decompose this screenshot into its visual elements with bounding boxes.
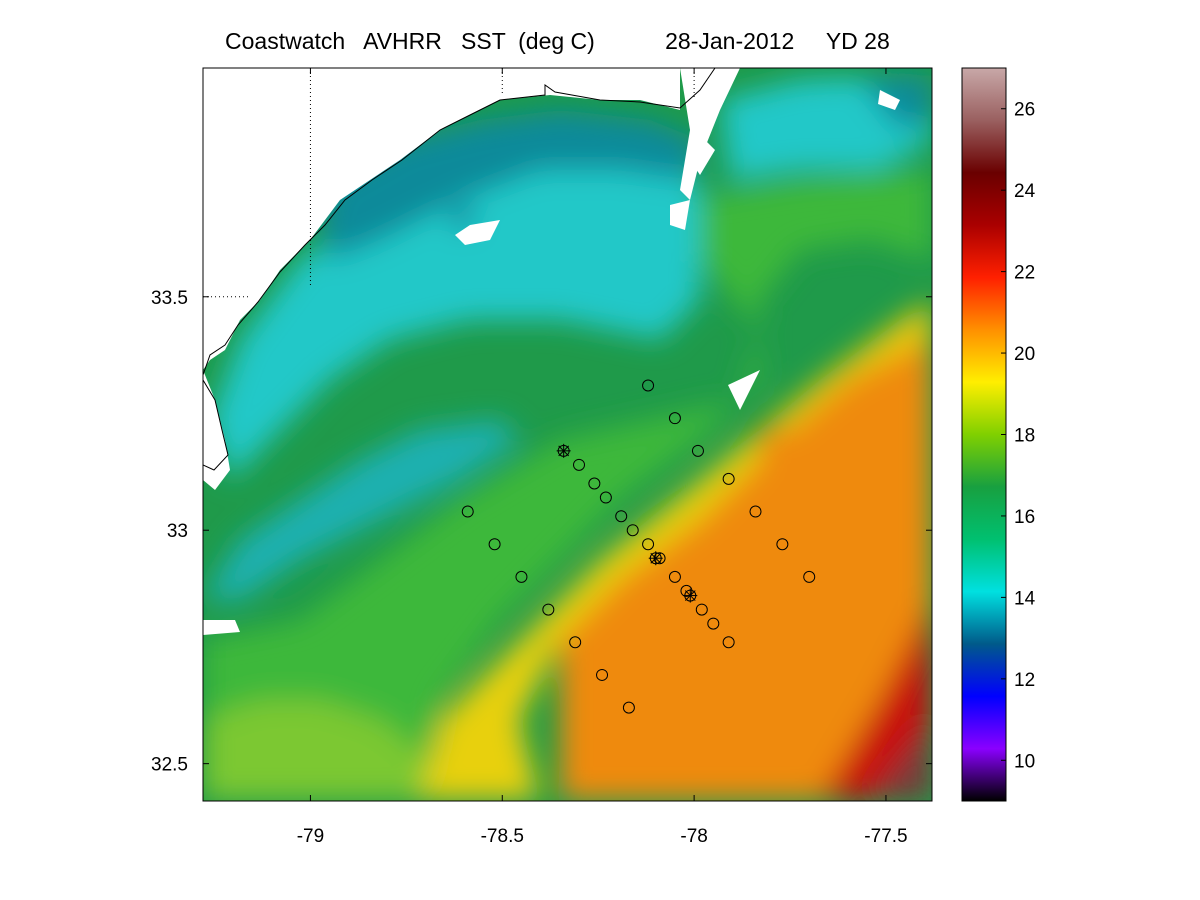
colorbar-tick-label: 16	[1014, 507, 1035, 528]
colorbar: 10 12 14 16 18 20 22 24 26	[961, 67, 1036, 802]
colorbar-tick-label: 14	[1014, 588, 1036, 609]
station-circle	[461, 505, 474, 518]
station-markers	[461, 379, 816, 714]
station-circle	[599, 491, 612, 504]
station-circle	[542, 603, 555, 616]
station-circle	[488, 538, 501, 551]
colorbar-tick-label: 26	[1014, 100, 1035, 121]
colorbar-tick-label: 10	[1014, 751, 1035, 772]
x-tick-label: -79	[297, 826, 324, 847]
colorbar-tick-label: 18	[1014, 426, 1035, 447]
title-date: 28-Jan-2012	[665, 28, 795, 54]
y-tick-label: 33.5	[151, 288, 188, 309]
station-circle	[615, 510, 628, 523]
y-tick-label: 32.5	[151, 755, 188, 776]
station-circle	[642, 379, 655, 392]
title-product: Coastwatch AVHRR SST (deg C)	[225, 28, 595, 54]
station-circle	[668, 570, 681, 583]
coastline	[203, 68, 716, 376]
station-circle	[707, 617, 720, 630]
station-circle	[749, 505, 762, 518]
x-tick-label: -78	[680, 826, 707, 847]
colorbar-tick-label: 24	[1014, 181, 1036, 202]
x-tick-label: -78.5	[481, 826, 524, 847]
station-asterisk	[556, 443, 571, 458]
title-yearday: YD 28	[825, 28, 890, 54]
station-circle	[695, 603, 708, 616]
y-tick-label: 33	[167, 521, 188, 542]
station-circle	[626, 524, 639, 537]
chart-title: Coastwatch AVHRR SST (deg C) 28-Jan-2012…	[225, 28, 890, 55]
y-axis: 33.5 33 32.5	[151, 288, 932, 776]
station-circle	[776, 538, 789, 551]
station-asterisk	[683, 588, 698, 603]
station-circle	[803, 570, 816, 583]
x-tick-label: -77.5	[864, 826, 907, 847]
colorbar-ticks: 10 12 14 16 18 20 22 24 26	[1001, 100, 1036, 772]
colorbar-tick-label: 20	[1014, 344, 1035, 365]
station-circle	[596, 668, 609, 681]
station-asterisk	[648, 551, 663, 566]
sst-field	[203, 75, 932, 800]
station-circle	[573, 458, 586, 471]
sst-map	[203, 68, 932, 801]
station-circle	[588, 477, 601, 490]
colorbar-gradient	[962, 68, 1006, 801]
station-circle	[569, 636, 582, 649]
station-circle	[622, 701, 635, 714]
map-frame	[202, 67, 933, 802]
station-circle	[680, 584, 693, 597]
x-axis: -79 -78.5 -78 -77.5	[297, 68, 908, 847]
colorbar-tick-label: 12	[1014, 670, 1035, 691]
station-circle	[668, 412, 681, 425]
station-circle	[722, 636, 735, 649]
station-circle	[515, 570, 528, 583]
colorbar-tick-label: 22	[1014, 263, 1035, 284]
station-circle	[691, 444, 704, 457]
station-circle	[642, 538, 655, 551]
station-circle	[722, 472, 735, 485]
